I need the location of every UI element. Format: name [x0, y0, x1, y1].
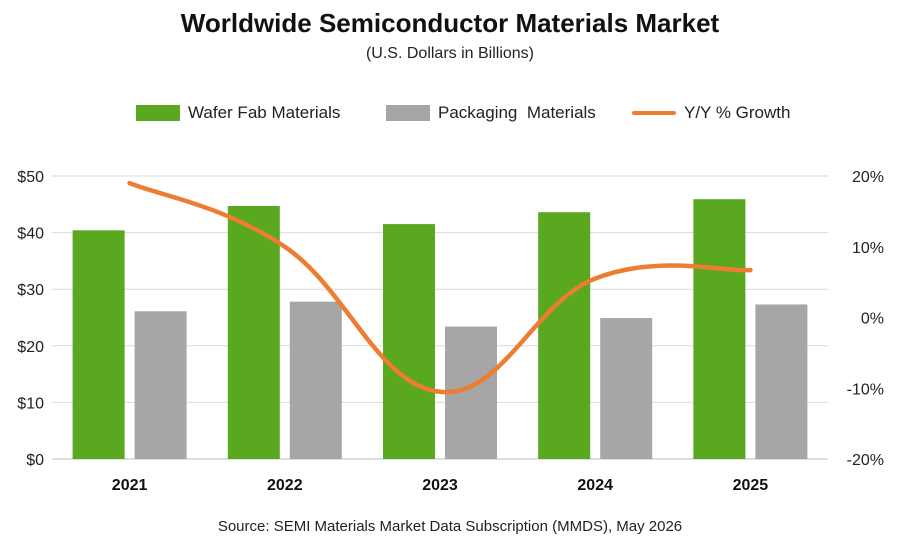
bar-wafer-fab-2023 [383, 224, 435, 459]
legend-label-wafer-fab: Wafer Fab Materials [188, 103, 341, 122]
x-tick-label: 2021 [112, 477, 148, 494]
y-left-tick-label: $10 [17, 395, 44, 412]
bar-packaging-2021 [134, 311, 187, 459]
y-right-tick-label: -20% [847, 452, 884, 469]
growth-point-2021 [127, 180, 132, 186]
x-tick-label: 2022 [267, 477, 303, 494]
bar-wafer-fab-2021 [72, 230, 125, 459]
y-left-tick-label: $30 [17, 282, 44, 299]
growth-point-2022 [282, 244, 287, 249]
source-note: Source: SEMI Materials Market Data Subsc… [217, 518, 683, 535]
y-right-tick-label: 10% [852, 240, 884, 257]
bar-packaging-2024 [600, 318, 653, 459]
y-right-tick-label: 0% [861, 311, 884, 328]
y-left-tick-label: $50 [17, 169, 44, 186]
legend-swatch-packaging [386, 105, 430, 121]
bar-wafer-fab-2025 [693, 199, 746, 459]
legend-swatch-wafer-fab [136, 105, 180, 121]
bar-packaging-2025 [755, 304, 808, 459]
y-left-tick-label: $0 [26, 452, 44, 469]
legend-item-packaging: Packaging Materials [386, 100, 596, 126]
legend-label-growth: Y/Y % Growth [684, 103, 791, 122]
bar-wafer-fab-2022 [227, 205, 280, 459]
chart-title: Worldwide Semiconductor Materials Market [180, 8, 720, 38]
x-tick-label: 2024 [577, 477, 613, 494]
legend-swatch-growth [632, 111, 676, 115]
legend-label-packaging: Packaging Materials [438, 103, 596, 122]
growth-line [127, 180, 753, 395]
bar-wafer-fab-2024 [538, 212, 591, 459]
x-tick-label: 2025 [733, 477, 769, 494]
y-left-tick-label: $20 [17, 339, 44, 356]
x-tick-label: 2023 [422, 477, 458, 494]
legend-item-wafer-fab: Wafer Fab Materials [136, 100, 340, 126]
bar-packaging-2022 [289, 301, 342, 459]
y-right-tick-label: -10% [847, 381, 884, 398]
legend: Wafer Fab Materials Packaging Materials … [0, 100, 900, 126]
growth-point-2023 [437, 389, 443, 394]
growth-point-2025 [748, 267, 753, 273]
y-right-tick-label: 20% [852, 169, 884, 186]
y-left-tick-label: $40 [17, 226, 44, 243]
chart-subtitle: (U.S. Dollars in Billions) [365, 45, 535, 62]
growth-point-2024 [593, 276, 598, 281]
legend-item-growth: Y/Y % Growth [632, 100, 790, 126]
